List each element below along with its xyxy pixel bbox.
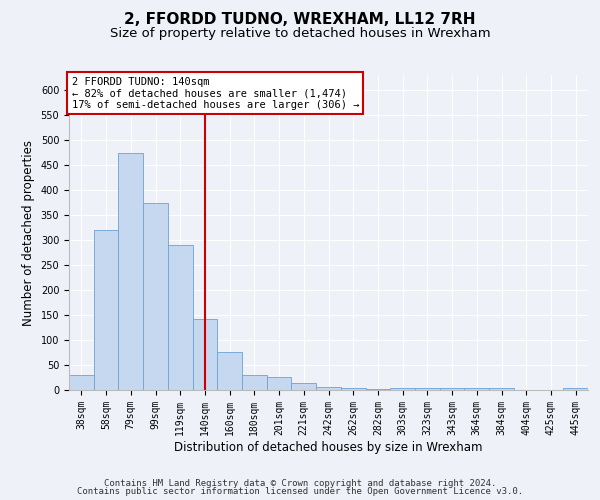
X-axis label: Distribution of detached houses by size in Wrexham: Distribution of detached houses by size … xyxy=(174,440,483,454)
Text: 2, FFORDD TUDNO, WREXHAM, LL12 7RH: 2, FFORDD TUDNO, WREXHAM, LL12 7RH xyxy=(124,12,476,28)
Bar xyxy=(440,388,464,390)
Text: 2 FFORDD TUDNO: 140sqm
← 82% of detached houses are smaller (1,474)
17% of semi-: 2 FFORDD TUDNO: 140sqm ← 82% of detached… xyxy=(71,76,359,110)
Text: Contains public sector information licensed under the Open Government Licence v3: Contains public sector information licen… xyxy=(77,487,523,496)
Bar xyxy=(464,388,489,390)
Bar xyxy=(217,352,242,390)
Bar xyxy=(193,318,217,390)
Bar xyxy=(168,245,193,390)
Bar xyxy=(94,230,118,390)
Bar xyxy=(563,388,588,390)
Bar xyxy=(316,386,341,390)
Bar xyxy=(143,202,168,390)
Bar xyxy=(118,152,143,390)
Bar xyxy=(390,388,415,390)
Bar xyxy=(242,375,267,390)
Bar xyxy=(341,388,365,390)
Text: Size of property relative to detached houses in Wrexham: Size of property relative to detached ho… xyxy=(110,28,490,40)
Y-axis label: Number of detached properties: Number of detached properties xyxy=(22,140,35,326)
Bar xyxy=(292,382,316,390)
Bar xyxy=(69,375,94,390)
Bar xyxy=(365,388,390,390)
Text: Contains HM Land Registry data © Crown copyright and database right 2024.: Contains HM Land Registry data © Crown c… xyxy=(104,478,496,488)
Bar xyxy=(267,376,292,390)
Bar xyxy=(489,388,514,390)
Bar xyxy=(415,388,440,390)
